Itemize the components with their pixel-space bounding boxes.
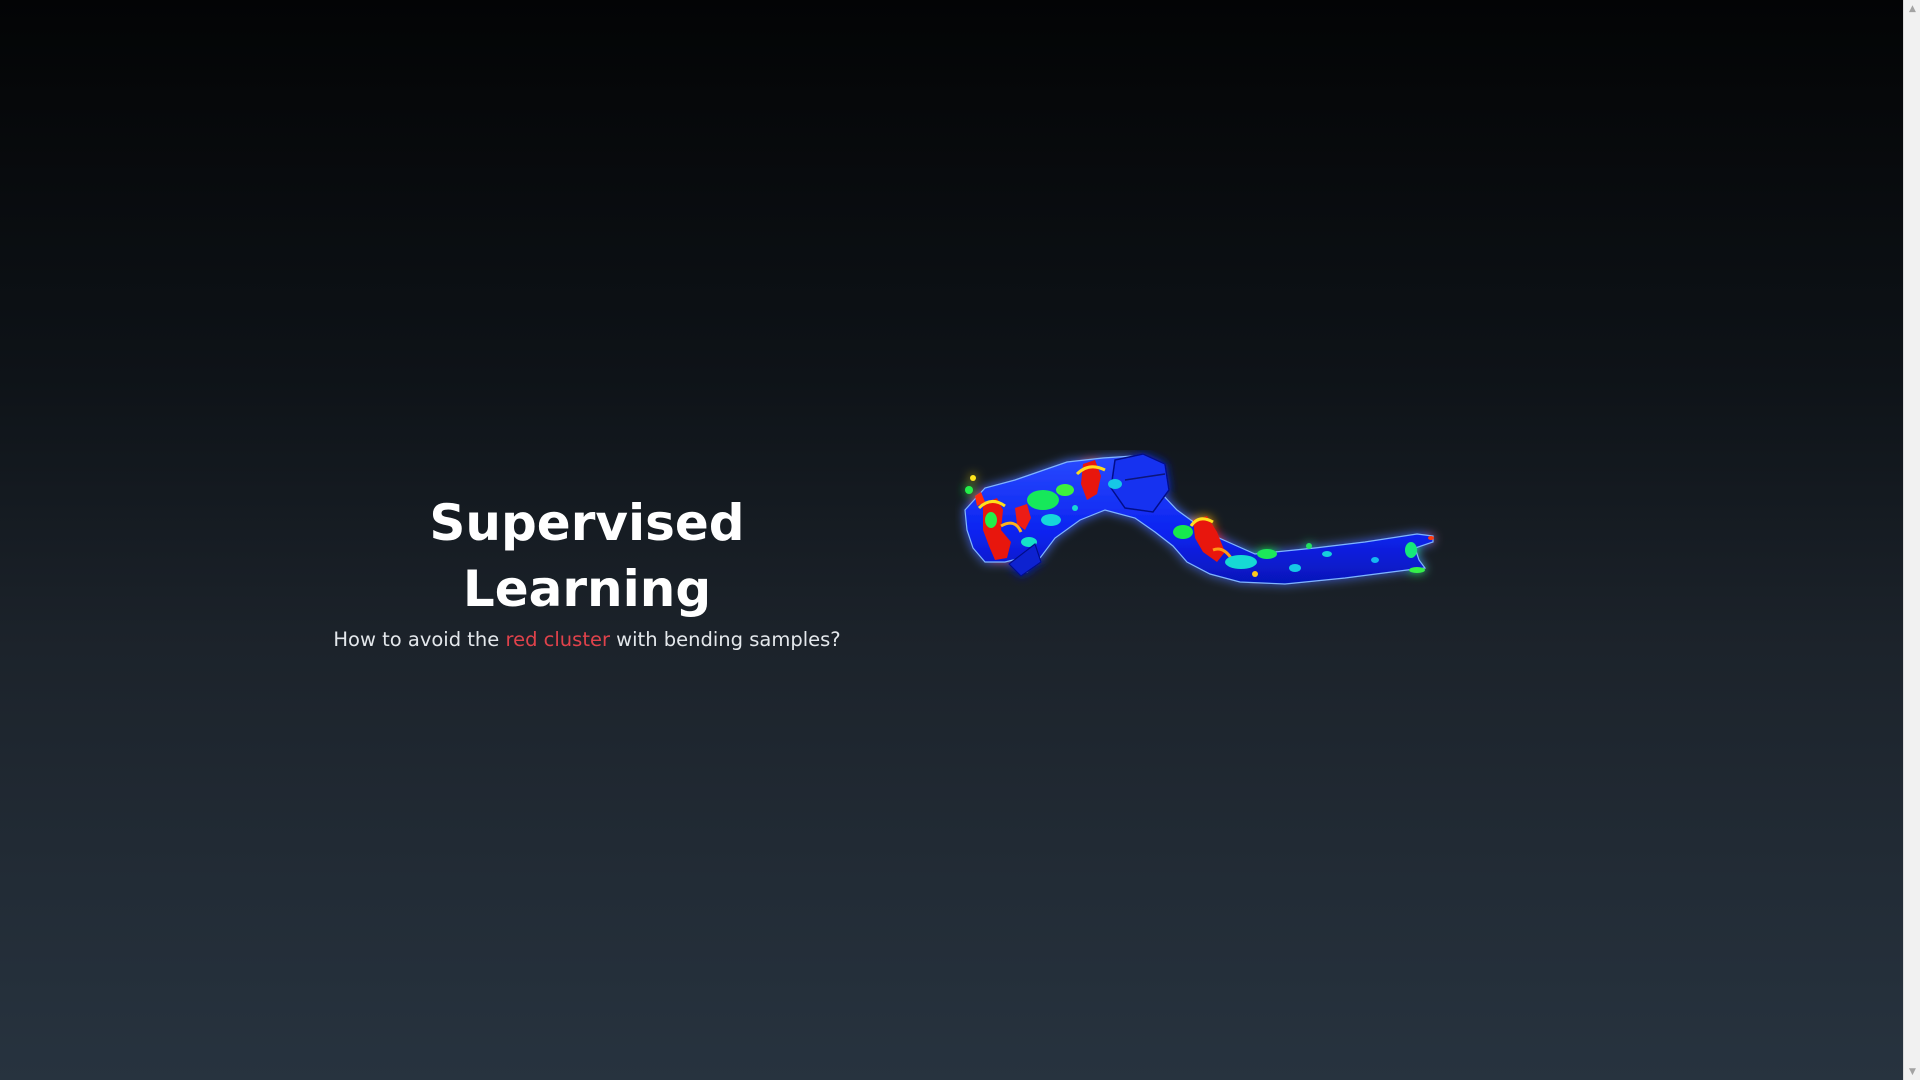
subtitle-text-before: How to avoid the (333, 628, 506, 651)
stress-contour-part-image (964, 453, 1434, 585)
chevron-up-icon[interactable]: ▲ (1909, 3, 1916, 14)
chevron-down-icon[interactable]: ▼ (1909, 1066, 1916, 1077)
page-title: Supervised Learning (429, 494, 745, 618)
hero-section: Supervised Learning How to avoid the red… (300, 490, 874, 654)
subtitle-text-after: with bending samples? (609, 628, 841, 651)
vertical-scrollbar[interactable]: ▲ ▼ (1903, 0, 1920, 1080)
page-subtitle: How to avoid the red cluster with bendin… (300, 626, 874, 654)
subtitle-highlight-red-cluster: red cluster (505, 628, 610, 651)
